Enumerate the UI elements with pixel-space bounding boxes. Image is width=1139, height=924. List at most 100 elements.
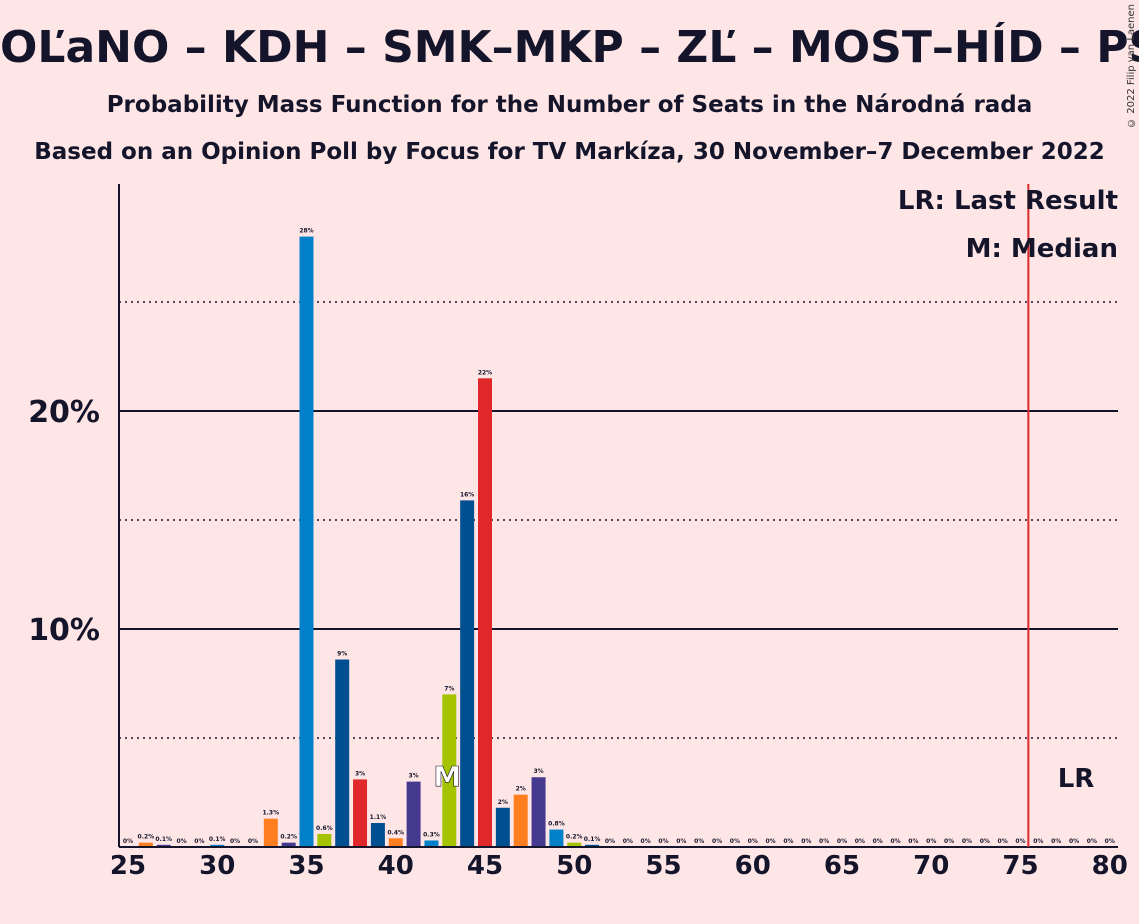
x-tick-30: 30 [199,851,235,881]
bar-seats-50 [567,842,582,847]
bar-seats-35 [299,236,314,848]
bar-seats-30 [210,844,225,847]
bar-series [138,236,600,848]
bar-label-76: 0% [1033,838,1043,845]
x-tick-75: 75 [1002,851,1038,881]
bar-seats-36 [317,833,332,847]
bar-label-71: 0% [944,838,954,845]
x-tick-60: 60 [735,851,771,881]
x-tick-70: 70 [913,851,949,881]
bar-label-47: 2% [516,786,526,793]
bar-label-35: 28% [299,228,313,235]
bar-seats-44 [460,500,475,847]
bar-seats-33 [263,818,278,847]
chart-subtitle-poll: Based on an Opinion Poll by Focus for TV… [34,139,1105,165]
bar-seats-43 [442,694,457,847]
bar-label-33: 1.3% [262,810,279,817]
bar-seats-48 [531,777,546,847]
bar-label-59: 0% [730,838,740,845]
x-tick-55: 55 [645,851,681,881]
bar-label-57: 0% [694,838,704,845]
bar-label-50: 0.2% [566,834,583,841]
bar-label-73: 0% [980,838,990,845]
bar-label-60: 0% [748,838,758,845]
bar-label-25: 0% [123,838,133,845]
bar-label-43: 7% [444,685,454,692]
bar-label-67: 0% [873,838,883,845]
legend-last-result: LR: Last Result [898,186,1118,216]
x-tick-40: 40 [378,851,414,881]
bar-seats-47 [513,794,528,847]
x-tick-50: 50 [556,851,592,881]
bar-label-68: 0% [890,838,900,845]
bar-seats-42 [424,840,439,847]
bar-label-63: 0% [801,838,811,845]
bar-label-77: 0% [1051,838,1061,845]
bar-label-46: 2% [498,799,508,806]
bar-label-27: 0.1% [155,836,172,843]
bar-seats-46 [495,807,510,847]
bar-label-75: 0% [1015,838,1025,845]
bar-label-61: 0% [766,838,776,845]
bar-seats-37 [335,659,350,847]
bar-label-80: 0% [1105,838,1115,845]
x-tick-35: 35 [288,851,324,881]
bar-label-56: 0% [676,838,686,845]
bar-label-49: 0.8% [548,821,565,828]
x-tick-25: 25 [110,851,146,881]
bar-label-41: 3% [409,773,419,780]
last-result-marker: LR [1058,764,1095,794]
bar-label-38: 3% [355,770,365,777]
bar-label-28: 0% [176,838,186,845]
y-tick-20: 20% [28,395,100,430]
bar-label-34: 0.2% [280,834,297,841]
bar-seats-39 [370,823,385,847]
chart-subtitle: Probability Mass Function for the Number… [106,92,1033,118]
bar-label-51: 0.1% [584,836,601,843]
x-tick-80: 80 [1092,851,1128,881]
legend-median: M: Median [966,234,1118,264]
bar-label-42: 0.3% [423,831,440,838]
bar-label-78: 0% [1069,838,1079,845]
bar-label-31: 0% [230,838,240,845]
axes [118,184,1118,848]
bar-label-74: 0% [998,838,1008,845]
bar-seats-51 [585,844,600,847]
bar-label-72: 0% [962,838,972,845]
bar-label-37: 9% [337,651,347,658]
bar-seats-27 [156,844,171,847]
chart-title: OĽaNO – KDH – SMK–MKP – ZĽ – MOST–HÍD – … [0,22,1139,73]
bar-label-40: 0.4% [387,829,404,836]
y-tick-labels: 10% 20% [28,395,100,648]
bar-label-79: 0% [1087,838,1097,845]
bar-seats-34 [281,842,296,847]
bar-label-65: 0% [837,838,847,845]
bar-label-45: 22% [478,369,492,376]
bar-label-53: 0% [623,838,633,845]
bar-label-66: 0% [855,838,865,845]
bar-label-70: 0% [926,838,936,845]
x-tick-labels: 25 30 35 40 45 50 55 60 65 70 75 80 [110,851,1128,881]
bar-labels: 0%0.2% 0.1% 0% 0% 0.1% 0% 0%1.3%0.2%28%0.6%9%3… [123,228,1115,845]
bar-label-36: 0.6% [316,825,333,832]
bar-label-58: 0% [712,838,722,845]
bar-seats-41 [406,781,421,847]
bar-label-64: 0% [819,838,829,845]
bar-label-26: 0.2% [138,834,155,841]
bar-seats-45 [478,378,492,847]
y-tick-10: 10% [28,613,100,648]
x-tick-65: 65 [824,851,860,881]
bar-label-44: 16% [460,491,474,498]
bar-label-39: 1.1% [370,814,387,821]
bar-label-29: 0% [194,838,204,845]
bar-seats-40 [388,838,403,847]
bar-label-32: 0% [248,838,258,845]
bar-label-69: 0% [908,838,918,845]
bar-label-55: 0% [658,838,668,845]
bar-label-30: 0.1% [209,836,226,843]
bar-label-54: 0% [641,838,651,845]
median-marker: M [433,760,461,793]
bar-seats-49 [549,829,564,847]
bar-label-62: 0% [783,838,793,845]
